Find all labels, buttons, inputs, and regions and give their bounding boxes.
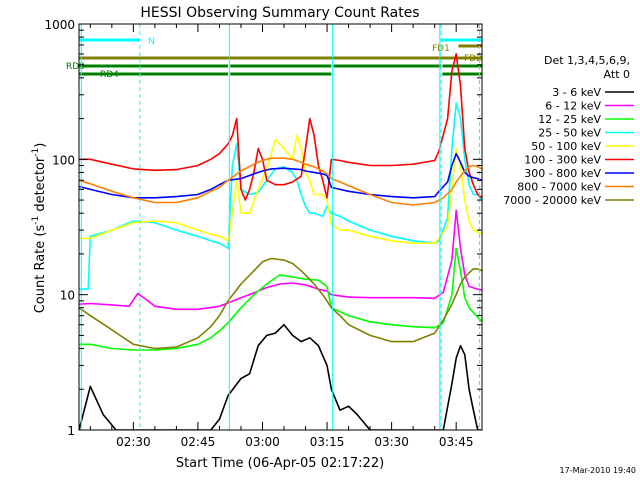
- flag-label-n: N: [148, 37, 155, 47]
- y-tick-label: 100: [52, 153, 75, 167]
- legend-label: 50 - 100 keV: [531, 140, 601, 153]
- y-axis-label: Count Rate (s-1 detector-1): [31, 143, 48, 314]
- legend-label: 300 - 800 keV: [524, 167, 601, 180]
- y-axis-label-mid: detector: [33, 156, 48, 216]
- x-axis-label: Start Time (06-Apr-05 02:17:22): [176, 456, 384, 471]
- series-line-0: [79, 323, 482, 430]
- x-tick-label: 03:15: [310, 435, 345, 449]
- flag-label-rd4: RD4: [100, 70, 119, 80]
- series-line-2: [79, 247, 482, 351]
- legend-label: 12 - 25 keV: [538, 113, 601, 126]
- legend-label: 6 - 12 keV: [545, 100, 601, 113]
- legend-header-line2: Att 0: [604, 68, 630, 81]
- series-line-3: [79, 102, 482, 290]
- y-tick-label: 10: [60, 289, 75, 303]
- x-tick-label: 03:00: [245, 435, 280, 449]
- x-tick-label: 03:30: [374, 435, 409, 449]
- series-line-6: [79, 152, 482, 199]
- timestamp: 17-Mar-2010 19:40: [560, 466, 637, 475]
- flag-label-fd2: FD2: [464, 54, 482, 64]
- legend-label: 7000 - 20000 keV: [503, 194, 601, 207]
- y-axis-label-end: ): [33, 143, 48, 148]
- legend-label: 100 - 300 keV: [524, 154, 601, 167]
- y-axis-label-sup2: -1: [31, 148, 41, 157]
- y-tick-label: 1: [67, 424, 75, 438]
- series-line-1: [79, 209, 482, 311]
- series-line-8: [79, 257, 482, 350]
- x-tick-label: 02:30: [116, 435, 151, 449]
- plot-frame: [78, 23, 483, 431]
- x-axis: 02:30 02:45 03:00 03:15 03:30 03:45: [89, 24, 479, 449]
- chart-title: HESSI Observing Summary Count Rates: [140, 5, 419, 21]
- flag-label-rd3: RD3: [66, 62, 85, 72]
- legend-header-line1: Det 1,3,4,5,6,9,: [544, 54, 630, 67]
- series-lines: [79, 53, 482, 430]
- y-axis: 1 10 100 1000: [44, 18, 482, 438]
- legend-label: 25 - 50 keV: [538, 127, 601, 140]
- flag-boundary-lines: [80, 24, 480, 430]
- series-line-7: [79, 157, 482, 206]
- y-axis-label-main: Count Rate (s: [33, 225, 48, 314]
- legend-label: 800 - 7000 keV: [517, 181, 601, 194]
- flag-bars: NFD1FD2RD3RD4: [66, 37, 482, 80]
- x-tick-label: 03:45: [439, 435, 474, 449]
- legend-label: 3 - 6 keV: [552, 86, 601, 99]
- x-tick-label: 02:45: [181, 435, 216, 449]
- y-axis-label-sup1: -1: [31, 216, 41, 225]
- y-tick-label: 1000: [44, 18, 75, 32]
